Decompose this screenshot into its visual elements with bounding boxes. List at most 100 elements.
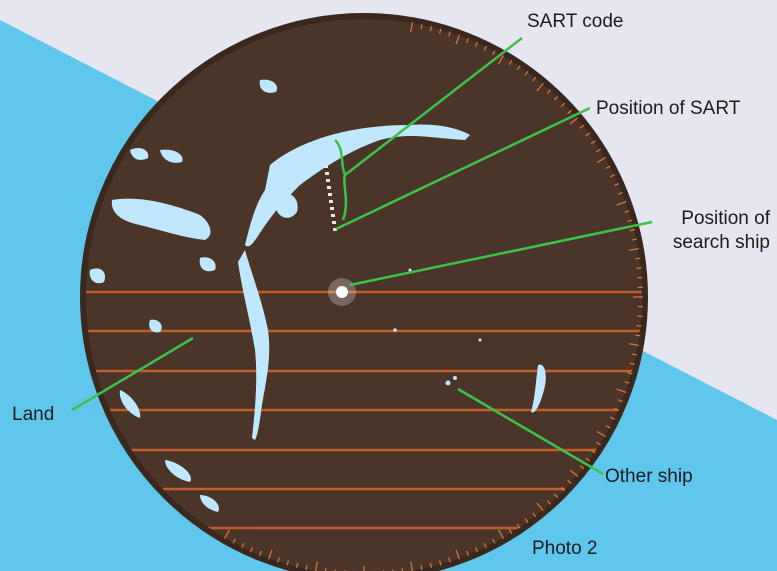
- bearing-tick: [410, 22, 414, 33]
- search-ship-pointer: [349, 220, 653, 287]
- bearing-tick: [590, 449, 596, 454]
- bearing-tick: [305, 564, 308, 571]
- bearing-tick: [258, 550, 262, 556]
- bearing-tick: [553, 95, 559, 101]
- sart-position-label: Position of SART: [596, 98, 741, 119]
- bearing-tick: [614, 182, 620, 187]
- bearing-tick: [605, 425, 611, 429]
- bearing-tick: [610, 416, 616, 420]
- bearing-tick: [560, 486, 566, 492]
- bearing-tick: [497, 529, 505, 539]
- radar-screen: [83, 16, 645, 571]
- coastline-echo: [245, 124, 470, 247]
- bearing-tick: [295, 562, 299, 568]
- bearing-tick: [223, 529, 231, 539]
- bearing-tick: [569, 117, 579, 125]
- land-echo-patch: [89, 268, 106, 284]
- bearing-tick: [532, 512, 537, 518]
- bearing-tick: [605, 165, 611, 169]
- bearing-tick: [627, 371, 633, 375]
- bearing-tick: [585, 457, 591, 462]
- bearing-tick: [596, 430, 606, 438]
- sart-position-pointer: [335, 106, 591, 231]
- bearing-tick: [546, 89, 552, 94]
- search-ship-echo: [336, 286, 348, 298]
- bearing-tick: [560, 102, 566, 108]
- bearing-tick: [420, 23, 423, 30]
- bearing-tick: [483, 543, 487, 549]
- bearing-tick: [438, 560, 442, 566]
- bearing-tick: [448, 31, 451, 37]
- land-echo-patch: [130, 147, 149, 160]
- sart-code-pointer: [344, 37, 523, 176]
- bearing-tick: [466, 38, 470, 44]
- bearing-tick: [249, 547, 254, 553]
- other-ship-pointer: [457, 387, 604, 476]
- bearing-tick: [448, 557, 451, 563]
- land-echo-patch: [200, 495, 219, 512]
- bearing-tick: [492, 50, 496, 56]
- bearing-tick: [616, 388, 627, 393]
- bearing-tick: [536, 82, 544, 92]
- bearing-tick: [232, 538, 236, 544]
- land-pointer: [71, 336, 194, 412]
- bearing-tick: [508, 529, 513, 534]
- land-echo-patch: [119, 390, 141, 418]
- bearing-tick: [315, 561, 318, 571]
- land-echo-patch: [149, 319, 162, 333]
- bearing-tick: [241, 543, 245, 549]
- land-echo-strip: [238, 250, 270, 440]
- bearing-tick: [455, 34, 460, 45]
- bearing-tick: [567, 109, 572, 115]
- search-ship-label-line2: search ship: [672, 232, 770, 253]
- bearing-tick: [631, 353, 638, 356]
- bearing-tick: [474, 547, 479, 553]
- bearing-tick: [429, 562, 433, 568]
- other-ship-label: Other ship: [605, 466, 693, 487]
- pointer-lines: [71, 37, 653, 476]
- bearing-tick: [553, 493, 559, 499]
- bearing-tick: [474, 41, 479, 47]
- bearing-tick: [628, 343, 639, 347]
- bearing-tick: [455, 549, 460, 560]
- bearing-tick: [392, 569, 394, 571]
- bearing-tick: [624, 381, 630, 384]
- bearing-tick: [579, 124, 585, 129]
- bearing-scale: [223, 22, 643, 571]
- land-echo-patch: [259, 79, 278, 93]
- bearing-tick: [585, 132, 591, 137]
- bearing-tick: [596, 441, 601, 446]
- bearing-tick: [614, 407, 620, 412]
- land-echo-patch: [276, 193, 298, 218]
- other-ship-echo: [531, 364, 546, 413]
- bearing-tick: [635, 257, 641, 260]
- bearing-tick: [596, 156, 606, 164]
- bearing-tick: [624, 210, 630, 213]
- bearing-tick: [286, 560, 290, 566]
- bearing-tick: [627, 219, 633, 223]
- sart-code-dots: [324, 165, 337, 231]
- bearing-tick: [567, 479, 572, 485]
- bearing-tick: [466, 550, 470, 556]
- bearing-tick: [569, 469, 579, 477]
- bearing-tick: [516, 523, 521, 529]
- bearing-tick: [410, 561, 413, 571]
- radar-screen-shade: [80, 13, 648, 571]
- bearing-tick: [616, 201, 627, 206]
- bearing-tick: [508, 60, 513, 65]
- bearing-tick: [610, 174, 616, 178]
- bearing-tick: [492, 538, 496, 544]
- bearing-tick: [628, 247, 639, 251]
- bearing-tick: [334, 569, 336, 571]
- search-ship-label-line1: Position of: [681, 208, 770, 229]
- bearing-tick: [617, 399, 623, 403]
- land-echo-patch: [111, 198, 211, 240]
- sart-code-label: SART code: [527, 11, 624, 32]
- bearing-tick: [631, 238, 638, 241]
- land-echo-patch: [165, 460, 191, 482]
- photo-caption: Photo 2: [532, 538, 598, 559]
- land-echo-patch: [160, 149, 183, 163]
- bearing-tick: [438, 28, 442, 34]
- bearing-tick: [429, 26, 433, 32]
